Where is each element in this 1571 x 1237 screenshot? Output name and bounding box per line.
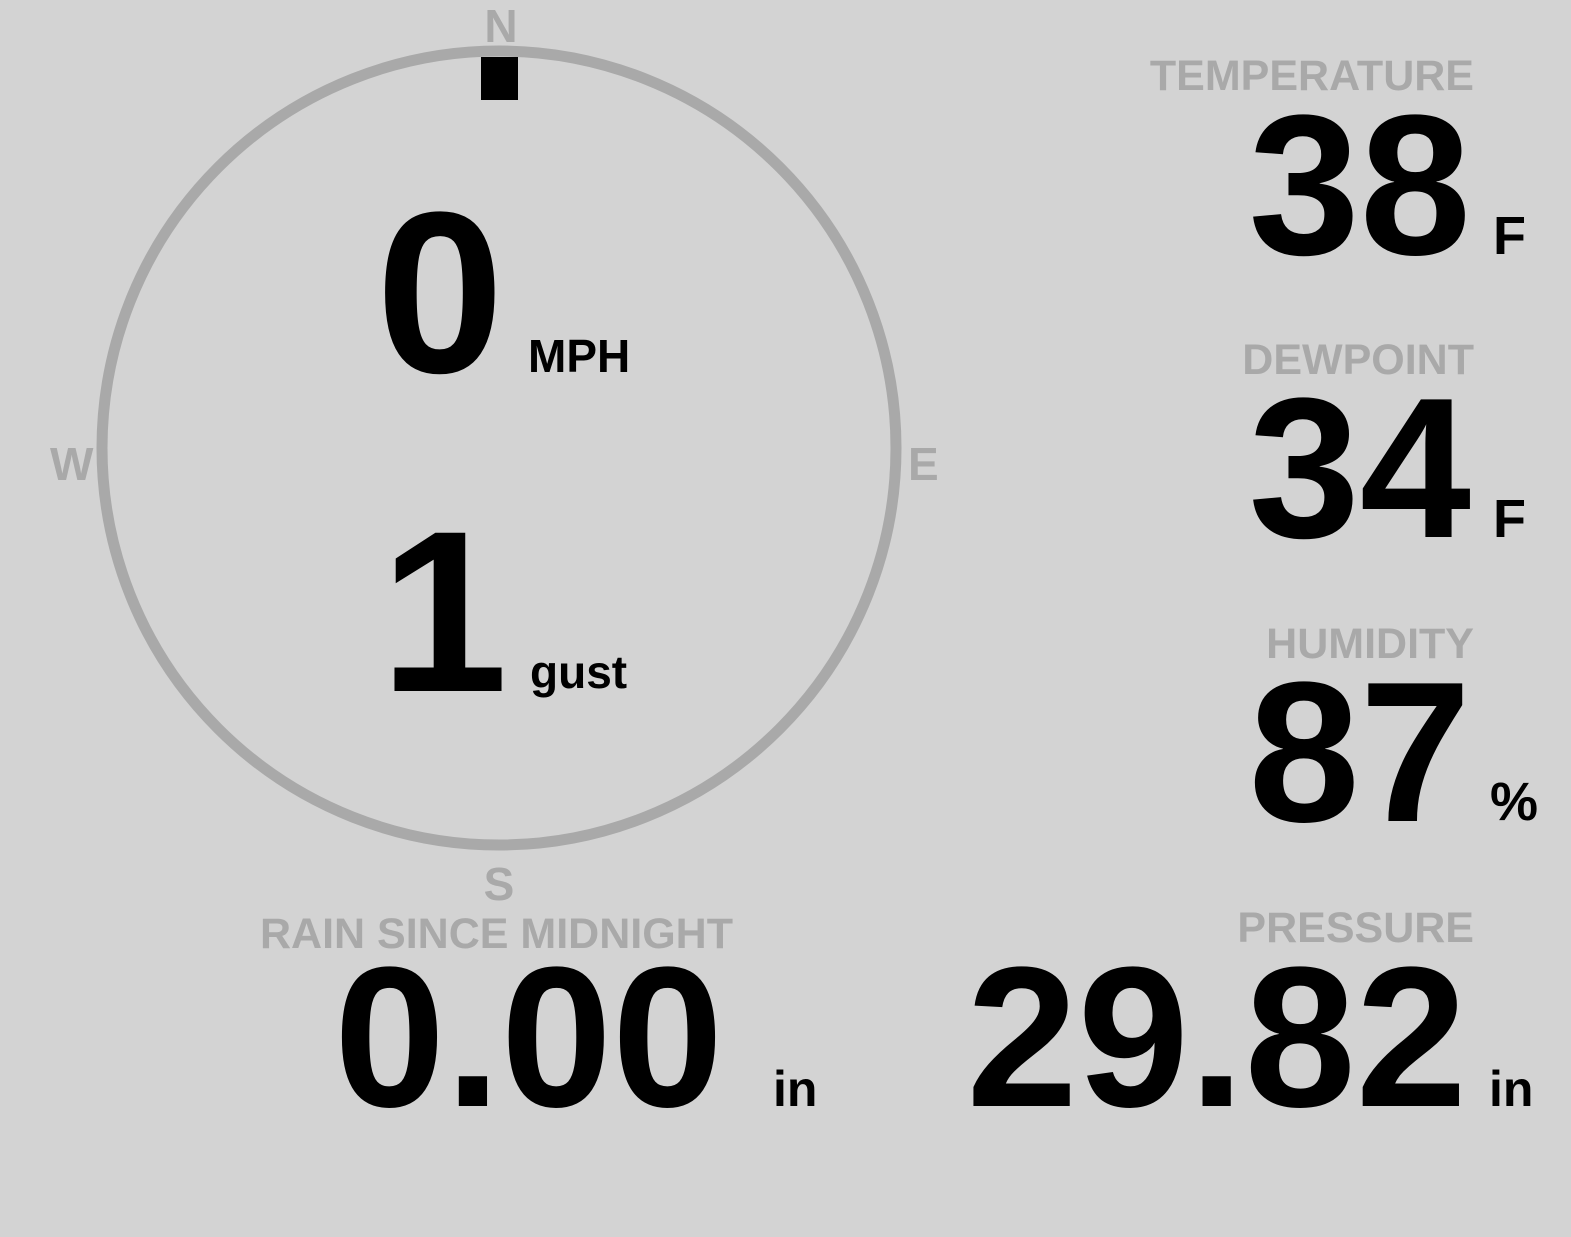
compass-ring — [96, 45, 902, 851]
wind-direction-marker — [481, 57, 518, 100]
rain-label: RAIN SINCE MIDNIGHT — [260, 910, 733, 958]
pressure-value: 29.82 — [966, 926, 1468, 1149]
wind-gust-value: 1 — [380, 483, 508, 740]
wind-direction-indicator — [481, 57, 518, 100]
compass-north-label: N — [484, 0, 518, 52]
pressure-label: PRESSURE — [1237, 904, 1474, 952]
wind-gust-label: gust — [530, 646, 628, 698]
wind-speed-unit: MPH — [528, 330, 631, 382]
compass-east-label: E — [908, 438, 939, 490]
rain-value: 0.00 — [334, 926, 724, 1149]
dewpoint-value: 34 — [1248, 357, 1471, 580]
dewpoint-unit: F — [1493, 489, 1526, 549]
compass-south-label: S — [483, 858, 515, 910]
rain-unit: in — [773, 1061, 818, 1117]
compass-west-label: W — [50, 438, 94, 490]
dewpoint-label: DEWPOINT — [1242, 336, 1474, 384]
pressure-unit: in — [1489, 1061, 1534, 1117]
humidity-unit: % — [1490, 772, 1539, 832]
temperature-unit: F — [1493, 206, 1526, 266]
humidity-label: HUMIDITY — [1266, 620, 1474, 668]
temperature-value: 38 — [1248, 74, 1471, 297]
humidity-value: 87 — [1248, 641, 1471, 864]
wind-speed-value: 0 — [376, 164, 504, 421]
temperature-label: TEMPERATURE — [1149, 52, 1474, 100]
